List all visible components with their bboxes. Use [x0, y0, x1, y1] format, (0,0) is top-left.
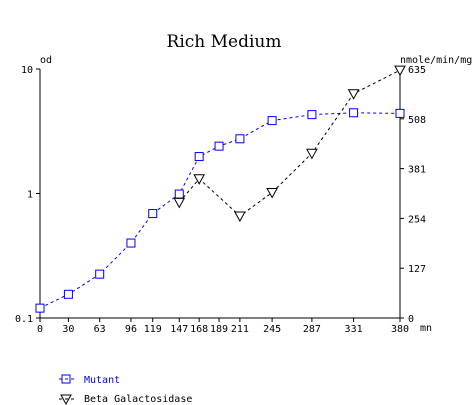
x-tick-label: 96: [125, 324, 137, 335]
data-point-mutant: [148, 209, 158, 219]
data-point-beta-galactosidase: [394, 65, 406, 77]
left-axis-label: od: [40, 55, 52, 66]
data-point-mutant: [126, 238, 136, 248]
right-tick-label: 508: [408, 115, 426, 126]
data-point-beta-galactosidase: [347, 89, 360, 100]
x-tick-label: 380: [391, 324, 409, 335]
data-point-mutant: [35, 303, 45, 313]
data-point-mutant: [63, 289, 73, 299]
x-tick-label: 189: [210, 324, 228, 335]
data-point-beta-galactosidase: [193, 174, 206, 185]
data-point-mutant: [307, 110, 317, 120]
x-tick-label: 119: [144, 324, 162, 335]
legend-item-beta-galactosidase: Beta Galactosidase: [59, 394, 192, 405]
x-tick-label: 168: [190, 324, 208, 335]
left-axis-ticks: 0.1 1 10: [15, 65, 40, 325]
data-point-beta-galactosidase: [234, 211, 246, 223]
legend-item-mutant: Mutant: [59, 374, 120, 386]
right-axis-label: nmole/min/mg: [400, 55, 472, 66]
data-point-mutant: [194, 152, 204, 162]
data-point-mutant: [395, 108, 405, 118]
data-point-mutant: [235, 134, 245, 144]
right-tick-label: 381: [408, 165, 426, 176]
data-point-mutant: [95, 269, 105, 279]
x-tick-label: 0: [37, 324, 43, 335]
x-axis-unit-label: mn: [420, 323, 432, 334]
series-layer: [35, 65, 406, 313]
data-point-mutant: [267, 116, 277, 126]
x-tick-label: 30: [62, 324, 74, 335]
x-tick-label: 211: [231, 324, 249, 335]
data-point-beta-galactosidase: [306, 148, 318, 160]
right-tick-label: 127: [408, 264, 426, 275]
square-marker-icon: [61, 374, 71, 384]
left-tick-label: 1: [27, 190, 33, 201]
data-point-beta-galactosidase: [266, 188, 278, 199]
x-tick-label: 147: [170, 324, 188, 335]
data-point-mutant: [174, 189, 184, 199]
data-point-beta-galactosidase: [173, 197, 186, 209]
data-point-mutant: [214, 141, 224, 151]
right-axis-ticks: 0 127 254 381 508 635: [400, 65, 426, 325]
x-tick-label: 245: [263, 324, 281, 335]
right-tick-label: 254: [408, 214, 426, 225]
legend-label-mutant: Mutant: [84, 375, 120, 386]
x-axis-ticks: 0 30 63 96 119 147 168 189 211 245 287 331 380: [37, 318, 409, 335]
x-tick-label: 63: [94, 324, 106, 335]
legend: Mutant Beta Galactosidase: [59, 374, 192, 405]
series-line-beta-galactosidase: [178, 69, 401, 217]
left-tick-label: 0.1: [15, 314, 33, 325]
data-point-mutant: [349, 108, 359, 118]
chart-title: Rich Medium: [167, 32, 282, 52]
legend-label-beta-galactosidase: Beta Galactosidase: [84, 394, 192, 405]
x-tick-label: 331: [345, 324, 363, 335]
right-tick-label: 635: [408, 65, 426, 76]
right-tick-label: 0: [408, 314, 414, 325]
x-tick-label: 287: [303, 324, 321, 335]
left-tick-label: 10: [21, 65, 33, 76]
triangle-down-marker-icon: [60, 394, 72, 405]
